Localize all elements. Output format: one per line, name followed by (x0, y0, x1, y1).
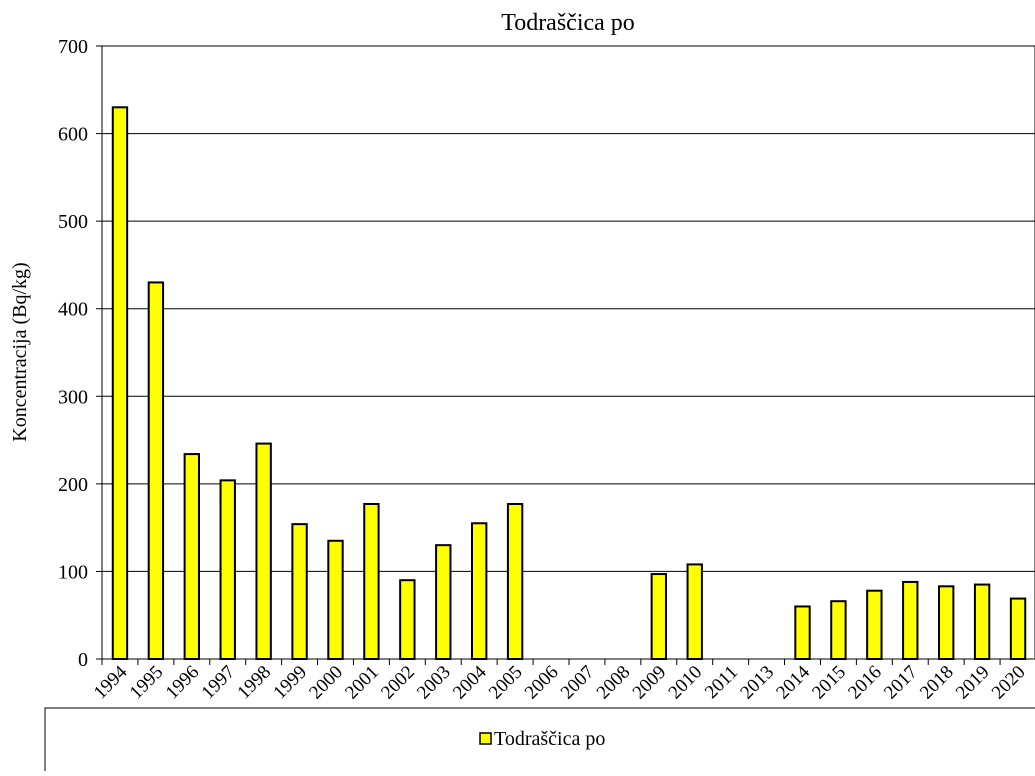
x-tick-label: 2016 (844, 662, 886, 704)
y-axis-label: Koncentracija (Bq/kg) (9, 262, 31, 441)
bar (902, 580, 919, 660)
bar (219, 479, 236, 660)
x-tick-label: 1998 (233, 662, 275, 704)
x-tick-label: 1994 (90, 661, 132, 703)
x-tick-label: 2001 (341, 662, 383, 704)
y-tick-label: 300 (58, 386, 88, 408)
bar (291, 523, 308, 661)
x-tick-label: 2015 (808, 662, 850, 704)
bar (471, 522, 488, 660)
x-tick-label: 2000 (305, 662, 347, 704)
x-tick-label: 2019 (952, 662, 994, 704)
x-tick-label: 2003 (413, 662, 455, 704)
legend-swatch (479, 732, 492, 745)
y-tick-label: 700 (58, 36, 88, 58)
y-tick-label: 400 (58, 299, 88, 321)
bar (506, 502, 524, 660)
bar (147, 281, 165, 660)
bar (938, 585, 955, 661)
bar (363, 502, 380, 660)
x-tick-label: 1997 (198, 662, 240, 704)
x-tick-label: 2002 (377, 662, 419, 704)
y-tick-label: 200 (58, 474, 88, 496)
x-tick-label: 1996 (162, 662, 204, 704)
chart-title: Todraščica po (501, 10, 635, 36)
legend-label: Todraščica po (494, 728, 605, 750)
x-tick-label: 2011 (701, 662, 742, 703)
x-tick-label: 2010 (665, 662, 707, 704)
x-tick-label: 2004 (449, 661, 491, 703)
bar (686, 563, 703, 660)
x-tick-label: 2020 (988, 662, 1030, 704)
y-tick-label: 500 (58, 211, 88, 233)
x-tick-label: 1999 (269, 662, 311, 704)
x-tick-label: 2008 (593, 662, 635, 704)
y-tick-label: 0 (78, 649, 88, 671)
bar (830, 600, 847, 661)
x-tick-label: 2017 (880, 662, 922, 704)
bar (650, 573, 667, 661)
x-tick-label: 2009 (629, 662, 671, 704)
bar (399, 579, 416, 661)
x-tick-label: 2006 (521, 662, 563, 704)
x-tick-label: 2014 (772, 661, 814, 703)
x-tick-label: 2007 (557, 662, 599, 704)
x-tick-label: 2005 (485, 662, 527, 704)
bar (973, 583, 991, 660)
legend-box (44, 707, 1035, 776)
bar (183, 453, 200, 660)
y-tick-label: 600 (58, 124, 88, 146)
bar (111, 106, 129, 661)
bar (255, 442, 272, 660)
bar (866, 589, 883, 660)
x-tick-label: 2018 (916, 662, 958, 704)
bar (435, 544, 452, 661)
bar (794, 605, 811, 661)
x-tick-label: 1995 (126, 662, 168, 704)
x-tick-label: 2013 (736, 662, 778, 704)
bar (327, 539, 344, 660)
y-tick-label: 100 (58, 561, 88, 583)
bar (1009, 597, 1027, 661)
